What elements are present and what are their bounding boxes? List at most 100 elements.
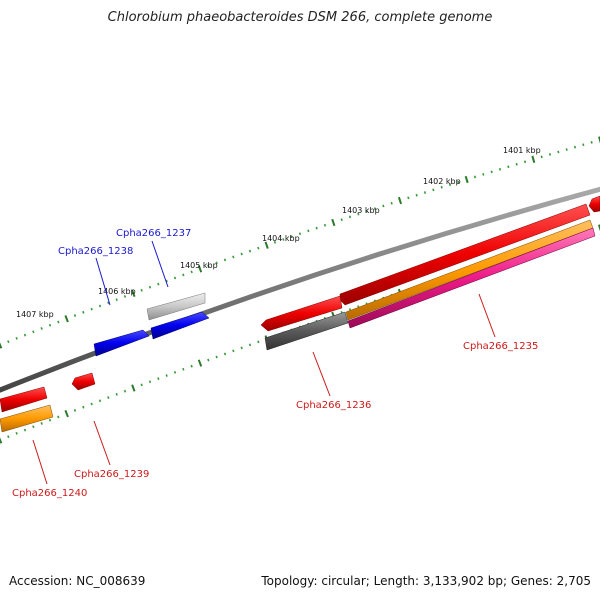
outer-scale-minor-tick — [440, 185, 443, 189]
outer-scale-minor-tick — [248, 249, 252, 253]
outer-scale-minor-tick — [40, 327, 43, 330]
outer-scale-minor-tick — [232, 255, 235, 259]
outer-scale-minor-tick — [390, 201, 393, 205]
inner-scale-minor-tick — [157, 377, 160, 381]
gene-red-3[interactable] — [588, 195, 600, 213]
gene-label-1240[interactable]: Cpha266_1240 — [12, 488, 87, 499]
gene-cpha266-1238[interactable] — [93, 329, 150, 357]
inner-scale-minor-tick — [140, 383, 143, 387]
outer-scale-minor-tick — [57, 320, 60, 324]
outer-scale-minor-tick — [173, 276, 177, 280]
outer-scale-minor-tick — [432, 188, 435, 192]
inner-scale-minor-tick — [207, 358, 210, 362]
outer-scale-minor-tick — [98, 304, 102, 308]
gene-red-5[interactable] — [71, 372, 96, 391]
inner-scale-minor-tick — [23, 428, 27, 432]
kbp-label-1405: 1405 kbp — [180, 261, 218, 270]
outer-scale-minor-tick — [448, 183, 452, 187]
inner-scale-minor-tick — [223, 352, 227, 356]
outer-scale-minor-tick — [315, 226, 318, 230]
outer-scale-minor-tick — [115, 298, 118, 302]
outer-scale-minor-tick — [32, 330, 35, 334]
leader-1237 — [151, 240, 169, 288]
outer-scale-minor-tick — [357, 212, 360, 216]
inner-scale-major-tick — [64, 410, 69, 418]
outer-scale-minor-tick — [490, 170, 493, 174]
gene-blue-forward[interactable] — [150, 311, 210, 340]
gene-label-1236[interactable]: Cpha266_1236 — [296, 400, 371, 411]
gene-label-1237[interactable]: Cpha266_1237 — [116, 228, 191, 239]
outer-scale-major-tick — [397, 196, 403, 205]
outer-scale-minor-tick — [190, 270, 193, 274]
outer-scale-minor-tick — [123, 295, 127, 298]
inner-scale-minor-tick — [90, 402, 93, 406]
outer-scale-major-tick — [464, 175, 469, 184]
gene-cpha266-1235-orange[interactable] — [345, 219, 594, 321]
kbp-label-1407: 1407 kbp — [16, 310, 54, 319]
leader-1239 — [93, 420, 111, 466]
gene-label-1235[interactable]: Cpha266_1235 — [463, 341, 538, 352]
inner-scale-minor-tick — [32, 425, 35, 429]
inner-scale-minor-tick — [73, 409, 77, 412]
outer-scale-minor-tick — [565, 148, 568, 151]
outer-scale-minor-tick — [157, 282, 160, 286]
outer-scale-ticks — [0, 136, 600, 349]
outer-scale-major-tick — [131, 289, 136, 298]
inner-scale-minor-tick — [40, 422, 43, 425]
outer-scale-minor-tick — [290, 235, 293, 238]
inner-scale-minor-tick — [48, 418, 52, 422]
inner-scale-major-tick — [0, 437, 3, 444]
outer-scale-minor-tick — [582, 143, 585, 147]
outer-scale-minor-tick — [15, 336, 18, 340]
gene-cpha266-1237[interactable] — [146, 292, 206, 321]
inner-scale-minor-tick — [15, 431, 18, 435]
outer-scale-minor-tick — [382, 204, 385, 208]
gene-label-1239[interactable]: Cpha266_1239 — [74, 469, 149, 480]
gene-cpha266-1235-pink[interactable] — [347, 227, 596, 329]
gene-cpha266-1240[interactable] — [0, 404, 54, 433]
leader-1236 — [312, 351, 331, 397]
accession-text: Accession: NC_008639 — [9, 574, 146, 588]
inner-scale-minor-tick — [7, 435, 10, 439]
outer-scale-major-tick — [331, 218, 336, 227]
outer-scale-minor-tick — [182, 273, 185, 277]
outer-scale-minor-tick — [307, 229, 310, 233]
kbp-label-1406: 1406 kbp — [98, 287, 136, 296]
outer-scale-minor-tick — [90, 307, 93, 311]
outer-scale-minor-tick — [73, 314, 77, 317]
inner-scale-minor-tick — [190, 364, 193, 368]
outer-scale-minor-tick — [457, 180, 460, 184]
outer-scale-minor-tick — [407, 196, 410, 200]
gene-cpha266-1236[interactable] — [264, 311, 349, 351]
outer-scale-major-tick — [64, 315, 69, 323]
gene-red-4[interactable] — [0, 386, 48, 413]
kbp-label-1403: 1403 kbp — [342, 206, 380, 215]
inner-scale-minor-tick — [248, 343, 252, 347]
outer-scale-major-tick — [531, 155, 536, 163]
outer-scale-major-tick — [264, 241, 269, 249]
leader-1235 — [478, 293, 496, 338]
inner-scale-minor-tick — [173, 370, 177, 374]
outer-scale-major-tick — [0, 342, 3, 349]
kbp-label-1401: 1401 kbp — [503, 146, 541, 155]
outer-scale-minor-tick — [207, 264, 210, 268]
outer-scale-minor-tick — [482, 172, 485, 176]
inner-scale-minor-tick — [182, 367, 185, 371]
outer-scale-minor-tick — [423, 191, 427, 194]
kbp-label-1404: 1404 kbp — [262, 234, 300, 243]
outer-scale-minor-tick — [415, 193, 418, 197]
outer-scale-minor-tick — [507, 165, 510, 169]
gene-red-2[interactable] — [260, 295, 343, 332]
outer-scale-minor-tick — [140, 288, 143, 292]
inner-scale-minor-tick — [240, 346, 243, 350]
outer-scale-minor-tick — [498, 167, 502, 171]
inner-scale-minor-tick — [107, 396, 110, 399]
outer-scale-minor-tick — [548, 153, 552, 156]
outer-scale-minor-tick — [282, 238, 285, 241]
outer-scale-minor-tick — [323, 223, 327, 227]
genome-summary-text: Topology: circular; Length: 3,133,902 bp… — [261, 574, 591, 588]
outer-scale-minor-tick — [165, 279, 168, 283]
gene-label-1238[interactable]: Cpha266_1238 — [58, 246, 133, 257]
outer-scale-minor-tick — [557, 150, 560, 154]
